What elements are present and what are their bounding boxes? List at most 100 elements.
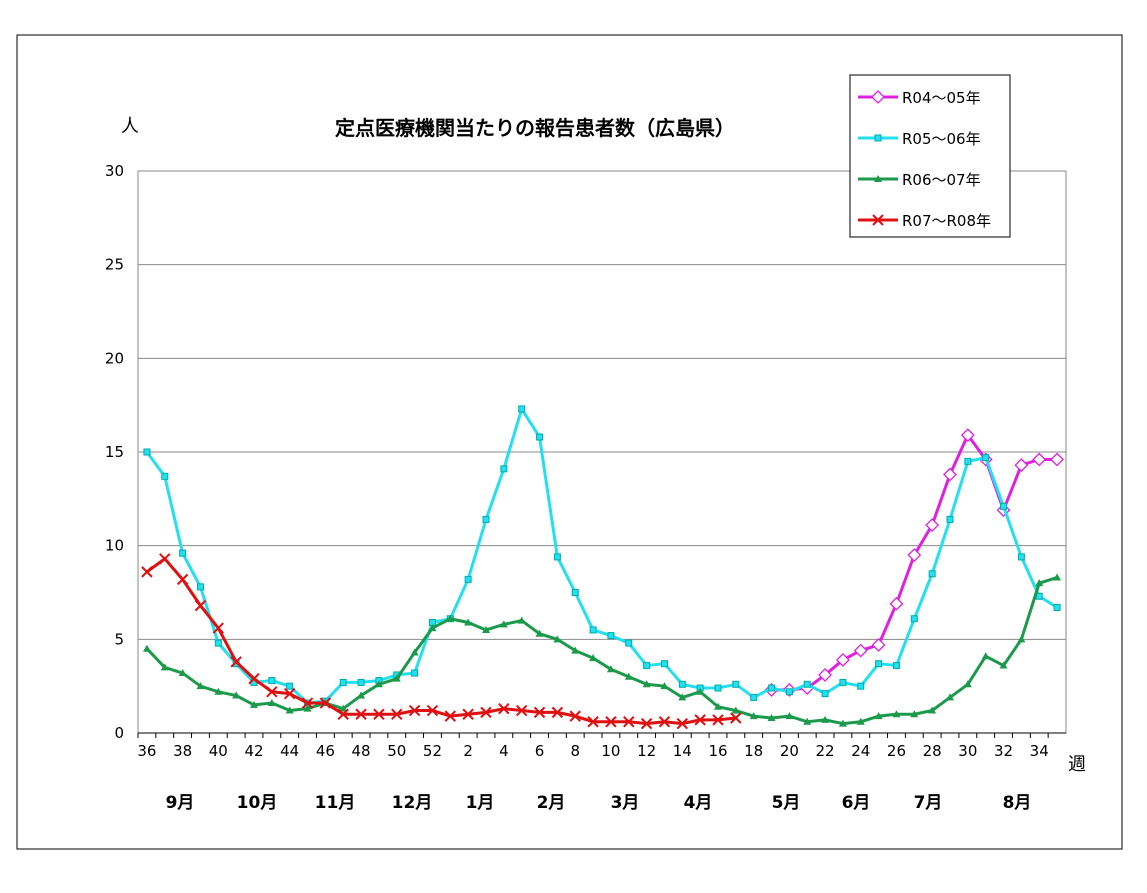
marker — [589, 626, 597, 634]
x-tick-label: 22 — [816, 742, 835, 760]
month-label: 10月 — [237, 793, 278, 813]
marker — [194, 599, 207, 612]
marker — [785, 688, 793, 696]
month-label: 11月 — [315, 793, 356, 813]
x-tick-label: 38 — [173, 742, 192, 760]
y-axis-label: 人 — [121, 116, 139, 137]
marker — [266, 686, 278, 698]
marker — [605, 716, 617, 728]
month-label: 2月 — [537, 793, 566, 813]
marker — [303, 704, 312, 712]
marker — [196, 583, 204, 591]
marker — [392, 674, 401, 682]
x-tick-label: 40 — [209, 742, 228, 760]
marker — [1035, 579, 1044, 587]
month-label: 6月 — [842, 793, 871, 813]
x-tick-label: 30 — [958, 742, 977, 760]
series-line — [146, 556, 737, 726]
marker — [607, 632, 615, 640]
marker — [623, 716, 635, 728]
marker — [214, 639, 222, 647]
x-tick-label: 50 — [387, 742, 406, 760]
x-tick-label: 42 — [244, 742, 263, 760]
marker — [462, 708, 474, 720]
marker — [946, 693, 954, 701]
marker — [499, 620, 508, 628]
marker — [892, 710, 901, 718]
marker — [889, 596, 904, 611]
month-label: 12月 — [392, 793, 433, 813]
marker — [925, 518, 940, 532]
x-axis-label: 週 — [1068, 754, 1086, 775]
marker — [658, 716, 671, 728]
marker — [678, 680, 686, 688]
marker — [714, 684, 722, 692]
month-label: 7月 — [914, 793, 943, 813]
marker — [892, 662, 900, 670]
marker — [587, 716, 599, 728]
x-tick-label: 34 — [1030, 742, 1049, 760]
x-tick-label: 32 — [994, 742, 1013, 760]
marker — [408, 704, 421, 717]
marker — [337, 708, 349, 720]
marker — [1050, 452, 1064, 467]
marker — [731, 706, 740, 714]
marker — [444, 710, 457, 722]
marker — [179, 549, 187, 557]
marker — [643, 662, 651, 670]
marker — [839, 678, 847, 686]
marker — [569, 710, 581, 722]
marker — [871, 638, 886, 652]
marker — [464, 618, 473, 626]
marker — [678, 693, 687, 701]
marker — [981, 652, 990, 660]
y-tick-label: 5 — [114, 630, 124, 648]
marker — [339, 704, 348, 712]
marker — [159, 553, 171, 565]
marker — [910, 615, 918, 623]
marker — [999, 661, 1008, 669]
marker — [339, 678, 347, 686]
marker — [1017, 553, 1025, 561]
marker — [928, 706, 937, 714]
y-tick-label: 25 — [105, 256, 124, 274]
marker — [836, 653, 850, 667]
month-label: 3月 — [611, 793, 640, 813]
marker — [212, 622, 225, 634]
marker — [482, 515, 490, 523]
marker — [178, 669, 187, 677]
x-tick-label: 18 — [744, 742, 763, 760]
marker — [694, 714, 706, 726]
x-tick-label: 8 — [570, 742, 580, 760]
marker — [571, 589, 579, 596]
legend-label: R05～06年 — [902, 130, 981, 148]
marker — [946, 515, 954, 523]
marker — [248, 672, 260, 685]
chart-title: 定点医療機関当たりの報告患者数（広島県） — [335, 116, 735, 140]
marker — [625, 639, 633, 647]
marker — [1053, 603, 1061, 611]
marker — [160, 663, 169, 671]
marker — [553, 553, 561, 561]
marker — [230, 656, 242, 668]
y-tick-label: 10 — [105, 537, 124, 555]
y-tick-label: 15 — [105, 443, 124, 461]
marker — [874, 134, 882, 142]
marker — [749, 712, 758, 720]
marker — [498, 702, 510, 715]
marker — [410, 648, 419, 656]
marker — [535, 629, 544, 637]
x-tick-label: 26 — [887, 742, 906, 760]
marker — [196, 682, 205, 690]
marker — [286, 682, 294, 690]
marker — [143, 448, 151, 456]
marker — [267, 699, 276, 707]
marker — [907, 548, 922, 562]
marker — [871, 90, 885, 104]
marker — [551, 706, 564, 719]
marker — [818, 668, 832, 682]
marker — [732, 680, 740, 688]
marker — [176, 573, 189, 586]
marker — [518, 405, 526, 413]
x-tick-label: 4 — [499, 742, 509, 760]
